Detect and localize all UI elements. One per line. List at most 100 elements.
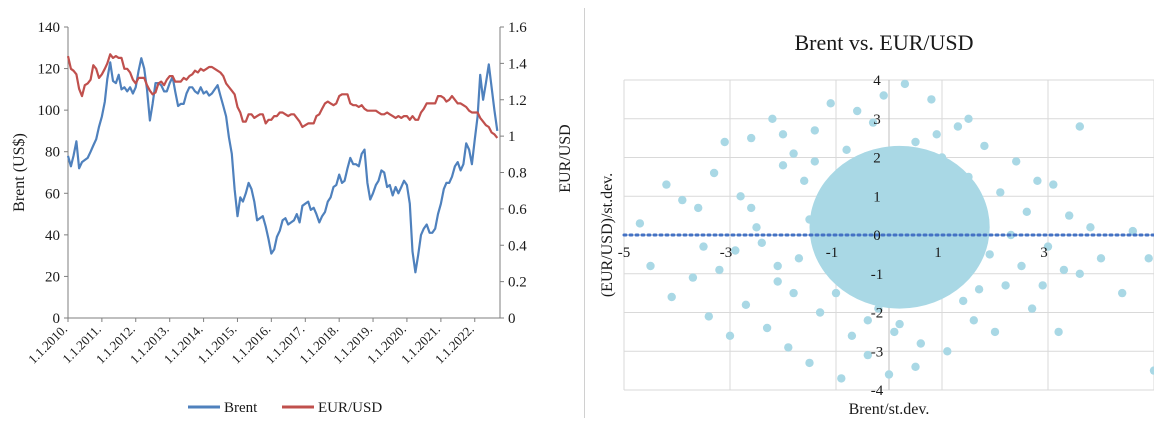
scatter-point [980, 141, 989, 151]
scatter-point [1027, 304, 1037, 313]
scatter-point [789, 288, 798, 298]
y-tick-label: 20 [45, 269, 60, 285]
scatter-point [1054, 327, 1063, 337]
y2-axis-title: EUR/USD [557, 124, 574, 192]
scatter-point [694, 203, 703, 213]
scatter-point [900, 79, 910, 89]
scatter-point [847, 331, 857, 340]
scatter-point [720, 137, 729, 147]
series-line-brent [66, 57, 499, 274]
y-tick-label: 4 [873, 73, 881, 89]
scatter-point [1075, 269, 1084, 278]
scatter-point [932, 130, 941, 139]
scatter-point [741, 300, 751, 309]
scatter-point [879, 91, 888, 100]
scatter-point [1059, 265, 1069, 275]
y-tick-label: 0 [873, 228, 881, 244]
scatter-point [1022, 207, 1031, 216]
scatter-point [752, 223, 761, 232]
scatter-point [953, 122, 963, 131]
scatter-point [1012, 157, 1021, 166]
scatter-point [699, 242, 708, 251]
scatter-point [911, 137, 920, 147]
y2-tick-label: 1 [508, 129, 516, 145]
scatter-point [778, 161, 788, 170]
y-tick-label: -2 [871, 306, 884, 322]
scatter-point [837, 374, 846, 383]
brent-vs-eurusd-scatter-chart: Brent vs. EUR/USD -5 -3 -1 1 3 4 3 2 1 0 -1 -2 -3 -4 Br… [599, 30, 1154, 418]
scatter-point [725, 331, 735, 340]
scatter-point [773, 261, 782, 271]
scatter-point [927, 95, 936, 104]
scatter-point [762, 323, 772, 333]
scatter-point [1001, 281, 1010, 290]
panel-divider [584, 8, 585, 418]
scatter-point [810, 157, 819, 166]
scatter-point [895, 319, 904, 329]
scatter-point [784, 343, 793, 352]
y-axis-title: (EUR/USD)/st.dev. [599, 173, 616, 297]
scatter-point [662, 180, 671, 189]
legend-label-brent: Brent [224, 400, 258, 416]
scatter-point [884, 370, 894, 379]
scatter-point [1128, 226, 1137, 236]
scatter-point [778, 130, 788, 139]
scatter-point [1049, 180, 1058, 189]
scatter-point [964, 114, 973, 124]
scatter-point [969, 316, 978, 325]
scatter-point [863, 316, 872, 325]
y-tick-label: 80 [45, 145, 60, 161]
scatter-point [1033, 176, 1042, 185]
scatter-point [635, 219, 645, 228]
scatter-point [646, 261, 655, 271]
y-tick-label: 100 [38, 103, 61, 119]
series-line-eurusd [66, 53, 499, 139]
scatter-dense-core [809, 145, 990, 309]
scatter-point [911, 362, 920, 371]
scatter-point [731, 246, 740, 255]
scatter-point [1144, 254, 1153, 263]
y2-tick-label: 0.2 [508, 275, 527, 291]
y2-tick-label: 0.8 [508, 166, 527, 182]
y-tick-label: 1 [873, 189, 881, 205]
scatter-point [868, 118, 878, 127]
y2-tick-label: 1.2 [508, 93, 527, 109]
scatter-point [974, 285, 984, 294]
scatter-point [805, 358, 814, 368]
scatter-point [1017, 261, 1026, 271]
chart-title: Brent vs. EUR/USD [794, 30, 973, 55]
scatter-point [996, 188, 1005, 197]
scatter-point [990, 327, 1000, 337]
scatter-point [1075, 122, 1084, 131]
y-tick-label: -4 [871, 383, 884, 399]
scatter-point [688, 273, 698, 282]
y2-tick-label: 0.6 [508, 202, 527, 218]
scatter-point [704, 312, 713, 321]
scatter-point [831, 288, 841, 298]
y-tick-label: 0 [53, 311, 61, 327]
scatter-point [757, 238, 766, 247]
scatter-point [678, 195, 687, 205]
scatter-point [1038, 281, 1047, 290]
y-axis-title: Brent (US$) [11, 133, 28, 212]
scatter-point [1086, 223, 1095, 232]
scatter-point [1096, 254, 1106, 263]
scatter-point [768, 114, 777, 124]
y-tick-label: 2 [873, 151, 881, 167]
scatter-point [890, 327, 899, 337]
x-tick-label: -3 [720, 245, 733, 261]
scatter-point [715, 265, 724, 275]
brent-eurusd-line-chart: 0 20 40 60 80 100 120 140 0 0.2 0.4 0.6 0.8 1 1.2 1.4 1.… [11, 20, 574, 416]
scatter-point [747, 203, 756, 213]
legend-label-eurusd: EUR/USD [318, 400, 382, 416]
scatter-point [794, 254, 804, 263]
y-tick-label: -1 [871, 267, 884, 283]
y2-tick-label: 0.4 [508, 238, 527, 254]
scatter-point [842, 145, 851, 154]
scatter-point [667, 292, 676, 302]
scatter-point [815, 308, 825, 317]
x-tick-label: -1 [826, 245, 839, 261]
y-tick-label: 40 [45, 228, 60, 244]
scatter-point [1149, 366, 1154, 375]
scatter-point [853, 106, 862, 116]
